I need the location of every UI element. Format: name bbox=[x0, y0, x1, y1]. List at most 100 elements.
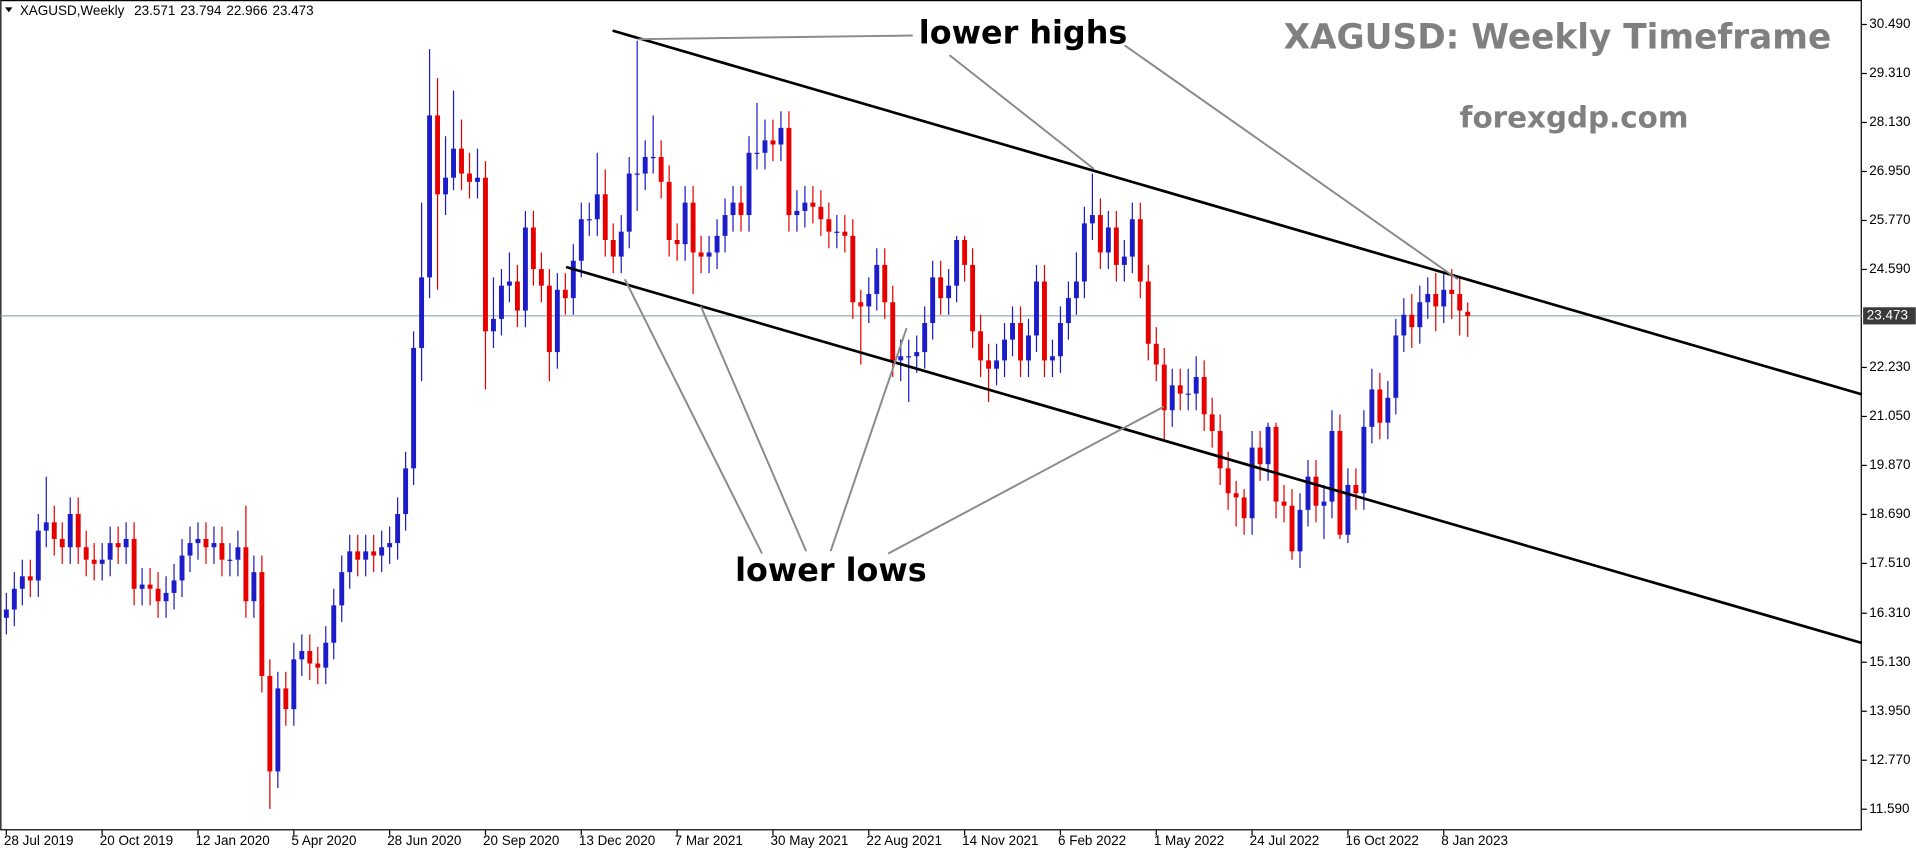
candle-body bbox=[698, 252, 704, 257]
candle-body bbox=[419, 277, 425, 348]
candle-body bbox=[411, 347, 417, 469]
candle-body bbox=[1441, 289, 1447, 307]
candle-body bbox=[1137, 219, 1143, 282]
lower-trend-line bbox=[565, 265, 1863, 645]
candle-body bbox=[826, 219, 832, 232]
candle-body bbox=[962, 239, 968, 265]
candle-body bbox=[59, 538, 65, 548]
candle-body bbox=[850, 235, 856, 303]
candle-body bbox=[1209, 414, 1215, 431]
candle-body bbox=[970, 264, 976, 332]
candle-body bbox=[179, 555, 185, 581]
pointer-line bbox=[887, 405, 1165, 555]
menu-arrow[interactable] bbox=[5, 7, 13, 13]
candle-body bbox=[1393, 335, 1399, 398]
candle-body bbox=[427, 115, 433, 278]
candle-body bbox=[1401, 314, 1407, 336]
candles bbox=[3, 40, 1471, 809]
candle-body bbox=[634, 173, 640, 175]
last-price-box bbox=[1863, 307, 1916, 325]
upper-trend-line bbox=[612, 29, 1863, 396]
candle-body bbox=[19, 576, 25, 589]
ohlc-low: 22.966 bbox=[226, 3, 267, 18]
candle-body bbox=[315, 663, 321, 668]
candle-body bbox=[810, 202, 816, 207]
candle-body bbox=[1018, 323, 1023, 361]
candle-body bbox=[499, 285, 504, 319]
candle-body bbox=[986, 360, 992, 369]
x-tick-label: 28 Jul 2019 bbox=[4, 833, 74, 848]
candle-body bbox=[1361, 426, 1367, 494]
candle-body bbox=[1065, 298, 1071, 324]
candle-body bbox=[291, 659, 297, 710]
candle-body bbox=[107, 543, 113, 560]
candle-body bbox=[83, 547, 89, 560]
candle-body bbox=[858, 302, 864, 307]
candle-body bbox=[275, 688, 281, 772]
candle-body bbox=[67, 514, 73, 548]
candle-body bbox=[379, 547, 385, 556]
candle-body bbox=[786, 127, 792, 216]
candle-body bbox=[1465, 311, 1471, 316]
pointer-lines bbox=[623, 34, 1459, 555]
candle-body bbox=[1297, 509, 1303, 552]
pointer-line bbox=[623, 278, 763, 555]
candle-body bbox=[930, 277, 936, 324]
candle-body bbox=[770, 140, 776, 145]
candle-body bbox=[1073, 281, 1079, 299]
candle-body bbox=[842, 231, 848, 236]
candle-body bbox=[1265, 426, 1271, 465]
candle-body bbox=[443, 177, 448, 195]
candle-body bbox=[211, 543, 217, 548]
candle-body bbox=[1449, 289, 1455, 294]
last-price-label: 23.473 bbox=[1867, 307, 1908, 322]
candle-body bbox=[882, 264, 888, 303]
candle-body bbox=[874, 264, 880, 294]
x-tick-label: 28 Jun 2020 bbox=[387, 833, 461, 848]
candle-body bbox=[602, 194, 608, 240]
candle-body bbox=[227, 559, 233, 561]
candle-body bbox=[387, 543, 393, 548]
candle-body bbox=[1050, 356, 1055, 361]
candle-body bbox=[451, 148, 456, 178]
candle-body bbox=[778, 127, 784, 145]
candle-body bbox=[1177, 385, 1183, 394]
x-tick-label: 12 Jan 2020 bbox=[196, 833, 270, 848]
x-tick-label: 20 Sep 2020 bbox=[483, 833, 559, 848]
annotation: lower highs bbox=[919, 13, 1127, 51]
candle-body bbox=[91, 559, 97, 564]
candle-body bbox=[139, 584, 145, 589]
x-tick-label: 14 Nov 2021 bbox=[962, 833, 1038, 848]
candle-body bbox=[546, 285, 552, 353]
candle-body bbox=[475, 177, 480, 182]
candle-body bbox=[1249, 447, 1255, 519]
y-tick-label: 28.130 bbox=[1869, 114, 1910, 129]
candle-body bbox=[403, 468, 409, 515]
candle-body bbox=[251, 572, 257, 602]
x-tick-label: 13 Dec 2020 bbox=[579, 833, 655, 848]
candle-body bbox=[938, 277, 944, 299]
candle-body bbox=[131, 538, 137, 589]
candle-body bbox=[906, 356, 912, 358]
candle-body bbox=[1305, 476, 1311, 510]
candle-body bbox=[866, 293, 872, 307]
x-tick-label: 8 Jan 2023 bbox=[1441, 833, 1508, 848]
y-tick-label: 11.590 bbox=[1869, 801, 1909, 816]
candle-body bbox=[259, 572, 265, 676]
candle-body bbox=[690, 202, 696, 253]
annotation: lower lows bbox=[735, 551, 927, 589]
candle-body bbox=[674, 239, 680, 245]
candle-body bbox=[1353, 484, 1359, 494]
candle-body bbox=[994, 360, 1000, 369]
candle-body bbox=[43, 522, 49, 531]
candle-body bbox=[1105, 227, 1111, 253]
candle-body bbox=[267, 675, 273, 772]
x-tick-label: 24 Jul 2022 bbox=[1250, 833, 1320, 848]
candle-body bbox=[722, 215, 728, 236]
candle-body bbox=[1002, 339, 1007, 361]
pointer-line bbox=[948, 54, 1095, 170]
candle-body bbox=[11, 588, 17, 610]
chart-subtitle: forexgdp.com bbox=[1460, 100, 1689, 134]
candle-body bbox=[1345, 484, 1351, 535]
